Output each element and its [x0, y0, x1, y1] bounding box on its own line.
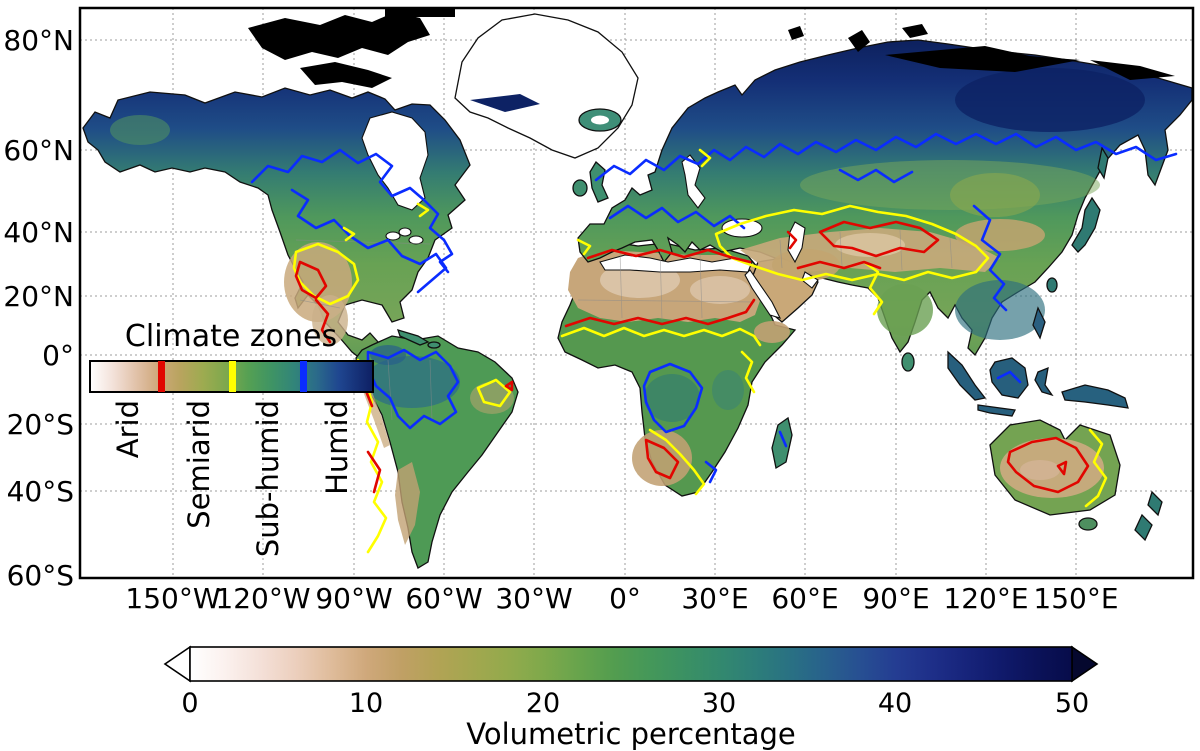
lon-tick: 90°W: [315, 582, 392, 615]
lat-tick: 60°N: [3, 134, 74, 167]
patagonia-arid: [395, 462, 420, 545]
greenland-edge-cells: [470, 94, 540, 112]
new-zealand-south: [1134, 513, 1153, 542]
se-asia-humid: [955, 280, 1045, 340]
legend-marker-arid-semiarid: [158, 361, 165, 392]
lat-tick: 60°S: [7, 559, 74, 592]
congo-humid-region: [644, 374, 700, 422]
amazon-humid-region: [364, 356, 460, 408]
sakhalin: [1097, 146, 1109, 180]
colorbar-tick: 40: [878, 688, 912, 719]
lon-tick: 30°W: [495, 582, 572, 615]
ireland: [572, 179, 588, 197]
great-lake-mid: [398, 227, 412, 237]
lon-tick: 60°W: [405, 582, 482, 615]
legend-zone-arid: Arid: [111, 400, 145, 458]
longitude-axis: 150°W 120°W 90°W 60°W 30°W 0° 30°E 60°E …: [125, 582, 1118, 615]
legend-zone-semiarid: Semiarid: [182, 400, 216, 529]
lat-tick: 0°: [42, 339, 74, 372]
map-land-layer: [82, 8, 1193, 569]
legend-zone-subhumid: Sub-humid: [251, 400, 285, 557]
ne-brazil-semiarid: [470, 382, 514, 414]
ne-siberia-humid: [955, 68, 1145, 132]
cuba: [396, 329, 430, 346]
legend-title: Climate zones: [125, 319, 337, 354]
lon-tick: 150°E: [1033, 582, 1118, 615]
colorbar-gradient: [189, 646, 1073, 682]
hispaniola: [427, 341, 441, 349]
taiwan: [1046, 277, 1058, 293]
baltic-sea: [681, 154, 706, 209]
india-tint: [877, 284, 933, 336]
lon-tick: 120°W: [215, 582, 310, 615]
colorbar-tick: 50: [1055, 688, 1089, 719]
lon-tick: 120°E: [943, 582, 1028, 615]
lon-tick: 60°E: [771, 582, 838, 615]
lat-tick: 80°N: [3, 24, 74, 57]
latitude-axis: 80°N 60°N 40°N 20°N 0° 20°S 40°S 60°S: [3, 24, 74, 592]
black-sea: [721, 218, 763, 238]
lon-tick: 90°E: [862, 582, 929, 615]
lon-tick: 0°: [609, 582, 641, 615]
colorbar-tick: 0: [181, 688, 198, 719]
japan: [1071, 196, 1101, 253]
country-borders: [295, 229, 953, 421]
south-siberia-band: [800, 160, 1100, 210]
colorbar-left-arrow: [163, 645, 191, 683]
tasmania: [1078, 517, 1098, 531]
volumetric-colorbar: 0 10 20 30 40 50 Volumetric percentage: [163, 645, 1099, 751]
contours-subhumid-humid: [250, 132, 1178, 484]
great-lake-east: [408, 235, 424, 245]
alaska-interior-tint: [110, 115, 170, 145]
java: [977, 404, 1016, 417]
ne-china-band: [950, 173, 1040, 217]
lat-tick: 40°S: [7, 475, 74, 508]
gobi-arid: [955, 219, 1045, 251]
contours-semiarid-subhumid: [292, 148, 1108, 554]
iceland-interior: [591, 115, 609, 125]
horn-of-africa-arid: [754, 321, 790, 343]
east-africa-tint: [712, 370, 744, 410]
contours-arid-semiarid: [294, 220, 1090, 494]
legend-marker-subhumid-humid: [300, 361, 307, 392]
map-frame: [78, 6, 1195, 580]
lat-tick: 20°N: [3, 280, 74, 313]
climate-zones-legend: Climate zones Arid Semiarid Sub-humid Hu…: [89, 319, 374, 557]
mediterranean-sea: [599, 254, 753, 273]
colorbar-tick: 30: [702, 688, 736, 719]
lon-tick: 150°W: [125, 582, 220, 615]
red-sea: [744, 269, 782, 319]
legend-zone-humid: Humid: [320, 400, 354, 495]
legend-marker-semiarid-subhumid: [229, 361, 236, 392]
philippines: [1032, 306, 1046, 340]
colorbar-right-arrow: [1071, 645, 1099, 683]
sri-lanka: [901, 352, 915, 372]
lon-tick: 30°E: [681, 582, 748, 615]
no-data-arctic-cells: [248, 8, 1175, 88]
sumatra: [947, 350, 987, 401]
sulawesi: [1034, 366, 1054, 397]
caspian-sea: [787, 221, 806, 264]
colorbar-tick: 10: [349, 688, 383, 719]
colombia-humid-region: [370, 345, 406, 365]
sahara-light-patch-east: [690, 276, 750, 304]
new-guinea: [1061, 384, 1129, 409]
continent-north-america: [82, 87, 471, 413]
colorbar-tick: 20: [526, 688, 560, 719]
borneo: [989, 357, 1029, 399]
lat-tick: 20°S: [7, 408, 74, 441]
great-lake-west: [385, 231, 401, 241]
australia-arid-core: [1020, 460, 1060, 480]
new-zealand-north: [1147, 490, 1163, 517]
colorbar-axis-label: Volumetric percentage: [466, 717, 795, 751]
madagascar: [771, 416, 793, 470]
lat-tick: 40°N: [3, 216, 74, 249]
